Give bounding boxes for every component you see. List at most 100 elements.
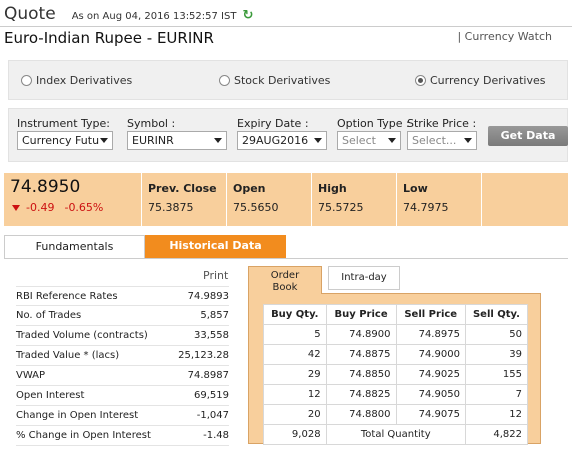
sell-qty: 12 — [464, 404, 529, 425]
tab-fundamentals[interactable]: Fundamentals — [4, 235, 145, 258]
print-link[interactable]: Print — [203, 269, 229, 282]
header-divider — [0, 26, 572, 27]
buy-qty: 42 — [263, 344, 327, 365]
symbol-select[interactable]: EURINR — [127, 131, 227, 150]
arrow-down-icon — [12, 204, 20, 211]
list-item: Open Interest 69,519 — [16, 386, 229, 406]
prev-close-label: Prev. Close — [148, 182, 217, 195]
strike-price-value: Select... — [412, 134, 457, 147]
fundamental-label: Traded Value * (lacs) — [16, 350, 120, 361]
tab-order-book[interactable]: Order Book — [248, 266, 322, 294]
get-data-button[interactable]: Get Data — [488, 126, 568, 146]
radio-label: Index Derivatives — [36, 74, 133, 87]
tab-intraday[interactable]: Intra-day — [328, 266, 400, 290]
buy-qty: 5 — [263, 324, 327, 345]
total-buy-qty: 9,028 — [263, 424, 327, 445]
expiry-date-label: Expiry Date : — [237, 117, 309, 130]
strike-price-label: Strike Price : — [407, 117, 477, 130]
option-type-select[interactable]: Select — [337, 131, 401, 150]
sell-price: 74.9050 — [395, 384, 466, 405]
buy-price: 74.8800 — [325, 404, 397, 425]
buy-price: 74.8850 — [325, 364, 397, 385]
strike-price-select[interactable]: Select... — [407, 131, 477, 150]
fundamental-value: 25,123.28 — [178, 350, 229, 361]
fundamental-value: 69,519 — [194, 390, 229, 401]
expiry-date-value: 29AUG2016 — [242, 134, 309, 147]
radio-button[interactable] — [219, 75, 230, 86]
table-row: 12 74.8825 74.9050 7 — [263, 384, 529, 405]
symbol-label: Symbol : — [127, 117, 176, 130]
high-cell: High 75.5725 — [312, 173, 397, 226]
list-item: Traded Value * (lacs) 25,123.28 — [16, 346, 229, 366]
fundamental-label: Open Interest — [16, 390, 85, 401]
buy-price: 74.8875 — [325, 344, 397, 365]
tab-order-book-line2: Book — [272, 282, 298, 293]
expiry-date-select[interactable]: 29AUG2016 — [237, 131, 327, 150]
tab-historical-data[interactable]: Historical Data — [145, 235, 286, 258]
col-sell-qty: Sell Qty. — [464, 304, 529, 325]
chevron-down-icon — [464, 138, 472, 143]
buy-qty: 20 — [263, 404, 327, 425]
radio-stock-derivatives[interactable]: Stock Derivatives — [219, 74, 330, 87]
order-book-table: Buy Qty. Buy Price Sell Price Sell Qty. … — [263, 304, 529, 445]
open-label: Open — [233, 182, 266, 195]
filter-bar: Instrument Type: Currency Futu Symbol : … — [8, 108, 568, 162]
option-type-label: Option Type : — [337, 117, 410, 130]
tab-order-book-line1: Order — [270, 270, 300, 281]
fundamental-label: Traded Volume (contracts) — [16, 330, 148, 341]
prev-close-cell: Prev. Close 75.3875 — [142, 173, 227, 226]
list-item: Traded Volume (contracts) 33,558 — [16, 326, 229, 346]
radio-index-derivatives[interactable]: Index Derivatives — [21, 74, 132, 87]
sell-price: 74.9000 — [395, 344, 466, 365]
low-label: Low — [403, 182, 428, 195]
fundamental-value: 74.8987 — [187, 370, 229, 381]
fundamental-label: No. of Trades — [16, 310, 82, 321]
table-row: 5 74.8900 74.8975 50 — [263, 324, 529, 345]
order-book-body: Buy Qty. Buy Price Sell Price Sell Qty. … — [248, 293, 541, 445]
sell-qty: 155 — [464, 364, 529, 385]
fundamental-value: -1.48 — [203, 430, 229, 441]
sell-price: 74.9075 — [395, 404, 466, 425]
symbol-value: EURINR — [132, 134, 174, 147]
table-row: 20 74.8800 74.9075 12 — [263, 404, 529, 425]
fundamental-label: % Change in Open Interest — [16, 430, 151, 441]
list-item: Change in Open Interest -1,047 — [16, 406, 229, 426]
fundamental-label: VWAP — [16, 370, 46, 381]
chevron-down-icon — [100, 138, 108, 143]
radio-button[interactable] — [21, 75, 32, 86]
list-item: % Change in Open Interest -1.48 — [16, 426, 229, 446]
currency-watch-link[interactable]: | Currency Watch — [457, 30, 552, 43]
fundamental-label: RBI Reference Rates — [16, 290, 118, 302]
total-row: 9,028 Total Quantity 4,822 — [263, 424, 529, 445]
instrument-type-select[interactable]: Currency Futu — [17, 131, 113, 150]
sell-price: 74.8975 — [395, 324, 466, 345]
sell-qty: 50 — [464, 324, 529, 345]
total-quantity-label: Total Quantity — [325, 424, 466, 445]
col-sell-price: Sell Price — [395, 304, 466, 325]
radio-currency-derivatives[interactable]: Currency Derivatives — [415, 74, 546, 87]
buy-qty: 12 — [263, 384, 327, 405]
fundamental-value: 74.9893 — [187, 290, 229, 302]
high-value: 75.5725 — [318, 201, 364, 214]
change-percent: -0.65% — [64, 201, 104, 214]
sell-price: 74.9025 — [395, 364, 466, 385]
last-price: 74.8950 — [10, 177, 81, 197]
instrument-type-label: Instrument Type: — [17, 117, 110, 130]
fundamental-value: 5,857 — [200, 310, 229, 321]
list-item: No. of Trades 5,857 — [16, 306, 229, 326]
refresh-icon[interactable]: ↻ — [242, 8, 254, 23]
fundamentals-list: RBI Reference Rates 74.9893 No. of Trades… — [16, 286, 229, 446]
total-sell-qty: 4,822 — [464, 424, 529, 445]
table-row: 29 74.8850 74.9025 155 — [263, 364, 529, 385]
list-item: VWAP 74.8987 — [16, 366, 229, 386]
radio-button-selected[interactable] — [415, 75, 426, 86]
detail-panel — [4, 258, 568, 464]
as-on-timestamp: As on Aug 04, 2016 13:52:57 IST — [71, 11, 237, 22]
detail-tabs: Fundamentals Historical Data — [4, 235, 287, 258]
open-value: 75.5650 — [233, 201, 279, 214]
low-value: 74.7975 — [403, 201, 449, 214]
radio-label: Currency Derivatives — [430, 74, 546, 87]
fundamental-value: 33,558 — [194, 330, 229, 341]
prev-close-value: 75.3875 — [148, 201, 194, 214]
change-value: -0.49 — [26, 201, 55, 214]
